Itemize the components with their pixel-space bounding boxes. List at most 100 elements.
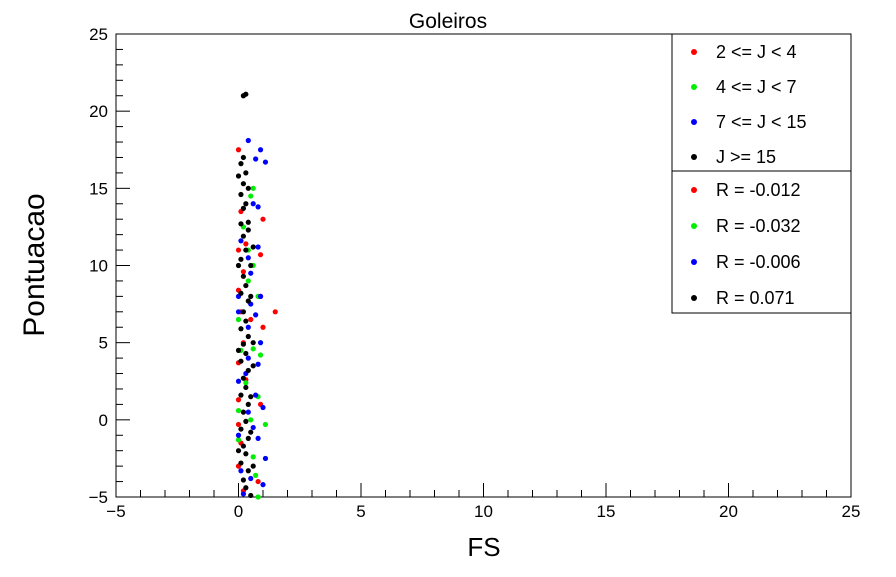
legend-marker: [691, 295, 697, 301]
y-tick-label: 25: [89, 25, 108, 44]
data-point: [240, 181, 246, 187]
y-tick-label: 10: [89, 257, 108, 276]
legend-entry: 4 <= J < 7: [716, 77, 797, 97]
data-point: [240, 273, 246, 279]
data-point: [250, 454, 256, 460]
data-point: [248, 417, 254, 423]
series-points: [235, 137, 269, 497]
data-point: [248, 193, 254, 199]
x-axis-label: FS: [467, 532, 500, 562]
x-tick-label: 20: [719, 502, 738, 521]
y-tick-label: 0: [99, 411, 108, 430]
data-point: [255, 204, 261, 210]
data-point: [248, 262, 254, 269]
data-point: [260, 216, 266, 222]
data-point: [240, 309, 246, 315]
legend-entry: 2 <= J < 4: [716, 42, 797, 62]
chart-title: Goleiros: [409, 10, 487, 33]
data-point: [255, 494, 261, 500]
data-point: [257, 147, 264, 153]
data-point: [240, 205, 246, 211]
data-point: [235, 397, 242, 403]
data-point: [260, 404, 266, 411]
legend: 2 <= J < 4 4 <= J < 7 7 <= J < 15 J >= 15 R…: [671, 33, 852, 314]
data-point: [262, 421, 269, 428]
data-point: [248, 316, 254, 323]
data-point: [248, 429, 254, 435]
x-tick-label: 10: [474, 502, 493, 521]
data-point: [235, 347, 242, 353]
data-point: [245, 367, 251, 374]
legend-marker: [691, 223, 697, 229]
data-point: [253, 312, 259, 318]
data-point: [240, 443, 246, 449]
data-point: [238, 238, 244, 244]
data-point: [248, 492, 254, 499]
x-tick-label: −5: [106, 502, 125, 521]
data-point: [250, 185, 256, 191]
data-point: [257, 340, 264, 346]
legend-box-correlation: [671, 170, 852, 314]
data-point: [250, 340, 256, 346]
data-point: [250, 346, 256, 352]
data-point: [245, 468, 251, 474]
series-points: [235, 147, 278, 494]
data-point: [243, 318, 249, 324]
y-tick-label: −5: [89, 488, 108, 507]
correlation-label: R = 0.071: [716, 288, 795, 308]
data-point: [243, 247, 249, 253]
data-point: [238, 460, 244, 466]
data-point: [235, 421, 242, 428]
y-axis-ticks: −5 0 5 10 15 20 25: [89, 25, 130, 507]
data-point: [238, 256, 244, 262]
data-point: [240, 491, 246, 497]
data-point: [235, 316, 242, 323]
data-point: [253, 392, 259, 398]
data-point: [255, 435, 261, 441]
data-point: [238, 191, 244, 198]
data-point: [243, 380, 249, 386]
data-point: [272, 309, 278, 315]
y-tick-label: 20: [89, 102, 108, 121]
data-point: [248, 394, 254, 400]
data-point: [235, 437, 242, 443]
legend-marker: [691, 49, 697, 55]
data-point: [235, 147, 242, 153]
data-point: [238, 426, 244, 432]
data-point: [238, 358, 244, 364]
y-axis-label: Pontuacao: [18, 193, 51, 336]
data-point: [245, 137, 251, 144]
data-point: [243, 418, 249, 424]
legend-entry: 7 <= J < 15: [716, 112, 807, 132]
data-point: [250, 363, 256, 369]
x-tick-label: 25: [842, 502, 861, 521]
data-point: [248, 475, 254, 482]
data-point: [245, 435, 251, 441]
data-point: [257, 352, 264, 358]
data-point: [243, 170, 249, 176]
data-point: [262, 455, 269, 462]
data-point: [235, 247, 242, 253]
data-point: [240, 154, 246, 161]
legend-entry: J >= 15: [716, 147, 776, 167]
x-tick-label: 15: [597, 502, 616, 521]
data-point: [243, 241, 249, 247]
x-axis-ticks: −5 0 5 10 15 20 25: [106, 483, 860, 521]
data-point: [238, 468, 244, 474]
data-point: [253, 472, 259, 478]
data-point: [248, 270, 254, 276]
data-point: [245, 255, 251, 261]
data-point: [245, 355, 251, 361]
data-point: [255, 478, 261, 485]
data-point: [235, 262, 242, 269]
data-point: [240, 233, 246, 239]
data-point: [245, 227, 251, 233]
data-point: [243, 282, 249, 289]
legend-marker: [691, 84, 697, 90]
data-point: [238, 290, 244, 296]
data-point: [240, 409, 246, 415]
data-point: [245, 409, 251, 415]
data-point: [250, 424, 256, 431]
data-point: [243, 485, 249, 491]
